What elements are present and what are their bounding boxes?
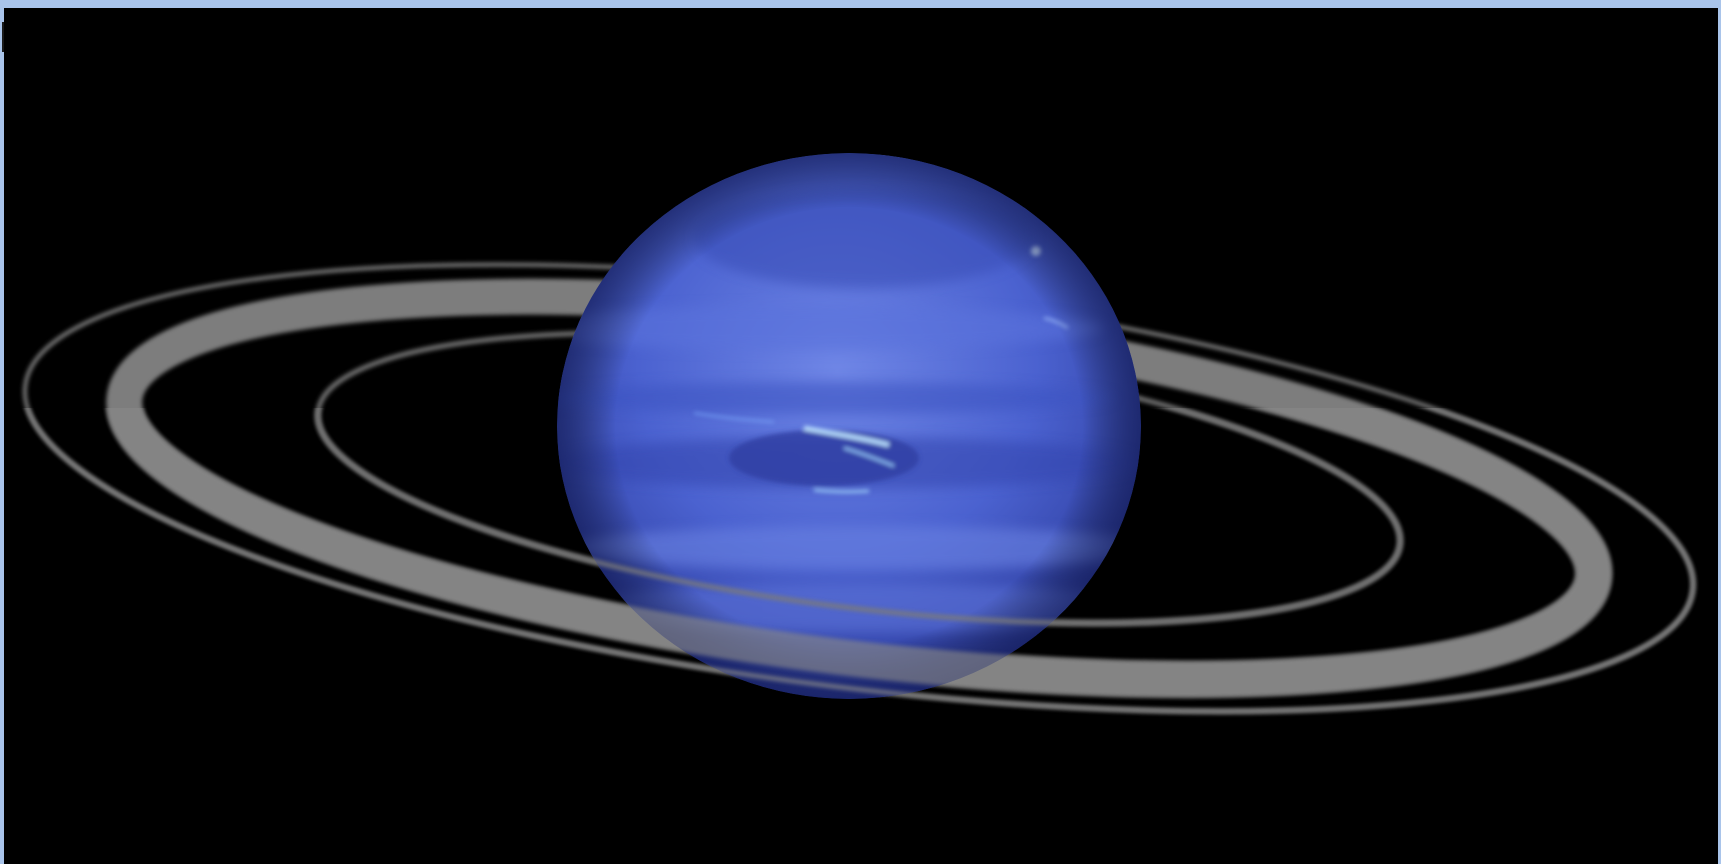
rings-front: [22, 408, 1696, 714]
frame-corner-mark: [2, 22, 5, 52]
planet-illustration: [22, 153, 1696, 714]
space-scene: [4, 8, 1718, 864]
planet: [557, 153, 1141, 699]
